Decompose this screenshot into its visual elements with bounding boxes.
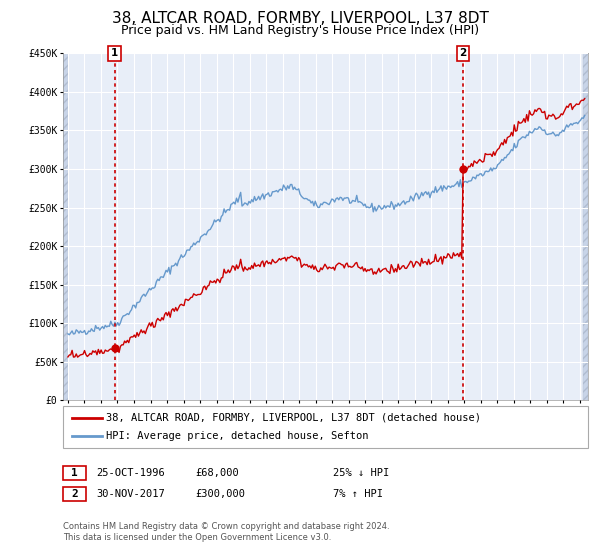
Text: 1: 1 bbox=[111, 48, 118, 58]
Text: £68,000: £68,000 bbox=[195, 468, 239, 478]
Text: 25% ↓ HPI: 25% ↓ HPI bbox=[333, 468, 389, 478]
Text: This data is licensed under the Open Government Licence v3.0.: This data is licensed under the Open Gov… bbox=[63, 533, 331, 542]
Text: 1: 1 bbox=[71, 468, 78, 478]
Text: HPI: Average price, detached house, Sefton: HPI: Average price, detached house, Seft… bbox=[106, 431, 368, 441]
Bar bbox=[583, 53, 588, 400]
Text: £300,000: £300,000 bbox=[195, 489, 245, 499]
Text: Contains HM Land Registry data © Crown copyright and database right 2024.: Contains HM Land Registry data © Crown c… bbox=[63, 522, 389, 531]
Text: 25-OCT-1996: 25-OCT-1996 bbox=[96, 468, 165, 478]
Text: 38, ALTCAR ROAD, FORMBY, LIVERPOOL, L37 8DT: 38, ALTCAR ROAD, FORMBY, LIVERPOOL, L37 … bbox=[112, 11, 488, 26]
Text: 7% ↑ HPI: 7% ↑ HPI bbox=[333, 489, 383, 499]
Text: 38, ALTCAR ROAD, FORMBY, LIVERPOOL, L37 8DT (detached house): 38, ALTCAR ROAD, FORMBY, LIVERPOOL, L37 … bbox=[106, 413, 481, 423]
Text: Price paid vs. HM Land Registry's House Price Index (HPI): Price paid vs. HM Land Registry's House … bbox=[121, 24, 479, 36]
Text: 2: 2 bbox=[459, 48, 466, 58]
Text: 2: 2 bbox=[71, 489, 78, 499]
Text: 30-NOV-2017: 30-NOV-2017 bbox=[96, 489, 165, 499]
Bar bbox=[63, 53, 68, 400]
